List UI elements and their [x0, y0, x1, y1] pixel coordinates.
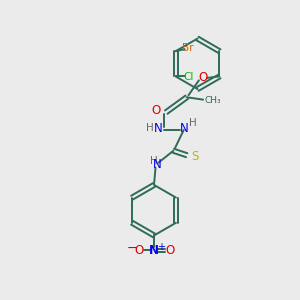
- Text: −: −: [127, 242, 137, 255]
- Text: N: N: [179, 122, 188, 135]
- Text: S: S: [191, 150, 199, 163]
- Text: H: H: [189, 118, 196, 128]
- Text: N: N: [153, 158, 161, 171]
- Text: N: N: [149, 244, 159, 257]
- Text: CH₃: CH₃: [204, 96, 221, 105]
- Text: H: H: [146, 124, 154, 134]
- Text: O: O: [165, 244, 174, 257]
- Text: O: O: [134, 244, 143, 257]
- Text: Br: Br: [182, 43, 194, 52]
- Text: +: +: [157, 242, 165, 252]
- Text: O: O: [152, 103, 161, 116]
- Text: H: H: [150, 156, 158, 166]
- Text: Cl: Cl: [183, 72, 193, 82]
- Text: N: N: [154, 122, 162, 135]
- Text: O: O: [199, 71, 208, 84]
